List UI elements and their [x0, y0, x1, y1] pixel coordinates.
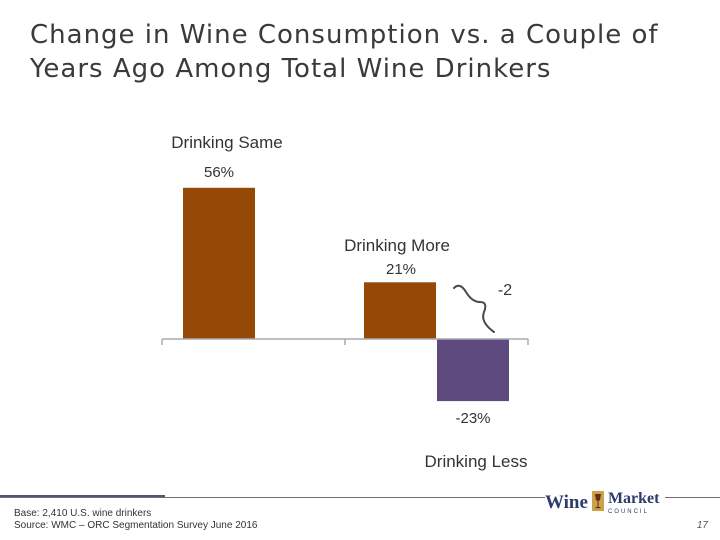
category-label-drinking-less: Drinking Less — [425, 452, 528, 471]
footer-accent-rule — [0, 495, 165, 498]
category-label-drinking-more: Drinking More — [344, 236, 450, 255]
bar-drinking-less — [437, 339, 509, 402]
wine-market-council-logo: Wine Market COUNCIL — [545, 487, 665, 519]
logo-word-wine: Wine — [545, 492, 588, 513]
page-number: 17 — [696, 520, 708, 531]
value-label-drinking-same: 56% — [204, 164, 234, 181]
net-change-brace-icon — [453, 284, 495, 333]
net-change-annotation: -2 — [498, 282, 512, 299]
footer-base: Base: 2,410 U.S. wine drinkers — [14, 508, 152, 519]
category-label-drinking-same: Drinking Same — [171, 133, 283, 152]
logo-word-market: Market — [607, 490, 660, 507]
value-label-drinking-more: 21% — [386, 261, 416, 278]
value-label-drinking-less: -23% — [455, 410, 490, 427]
bar-drinking-same — [183, 187, 255, 339]
bar-drinking-more — [364, 282, 436, 339]
footer-notes: Base: 2,410 U.S. wine drinkers Source: W… — [14, 508, 257, 532]
wine-glass-icon — [591, 490, 605, 517]
footer-source: Source: WMC – ORC Segmentation Survey Ju… — [14, 520, 258, 531]
chart-title: Change in Wine Consumption vs. a Couple … — [30, 20, 659, 84]
logo-word-council: COUNCIL — [607, 509, 649, 515]
bar-chart: Drinking Same 56% Drinking More 21% -23% Drin… — [161, 133, 529, 471]
footer-rule — [0, 497, 720, 498]
